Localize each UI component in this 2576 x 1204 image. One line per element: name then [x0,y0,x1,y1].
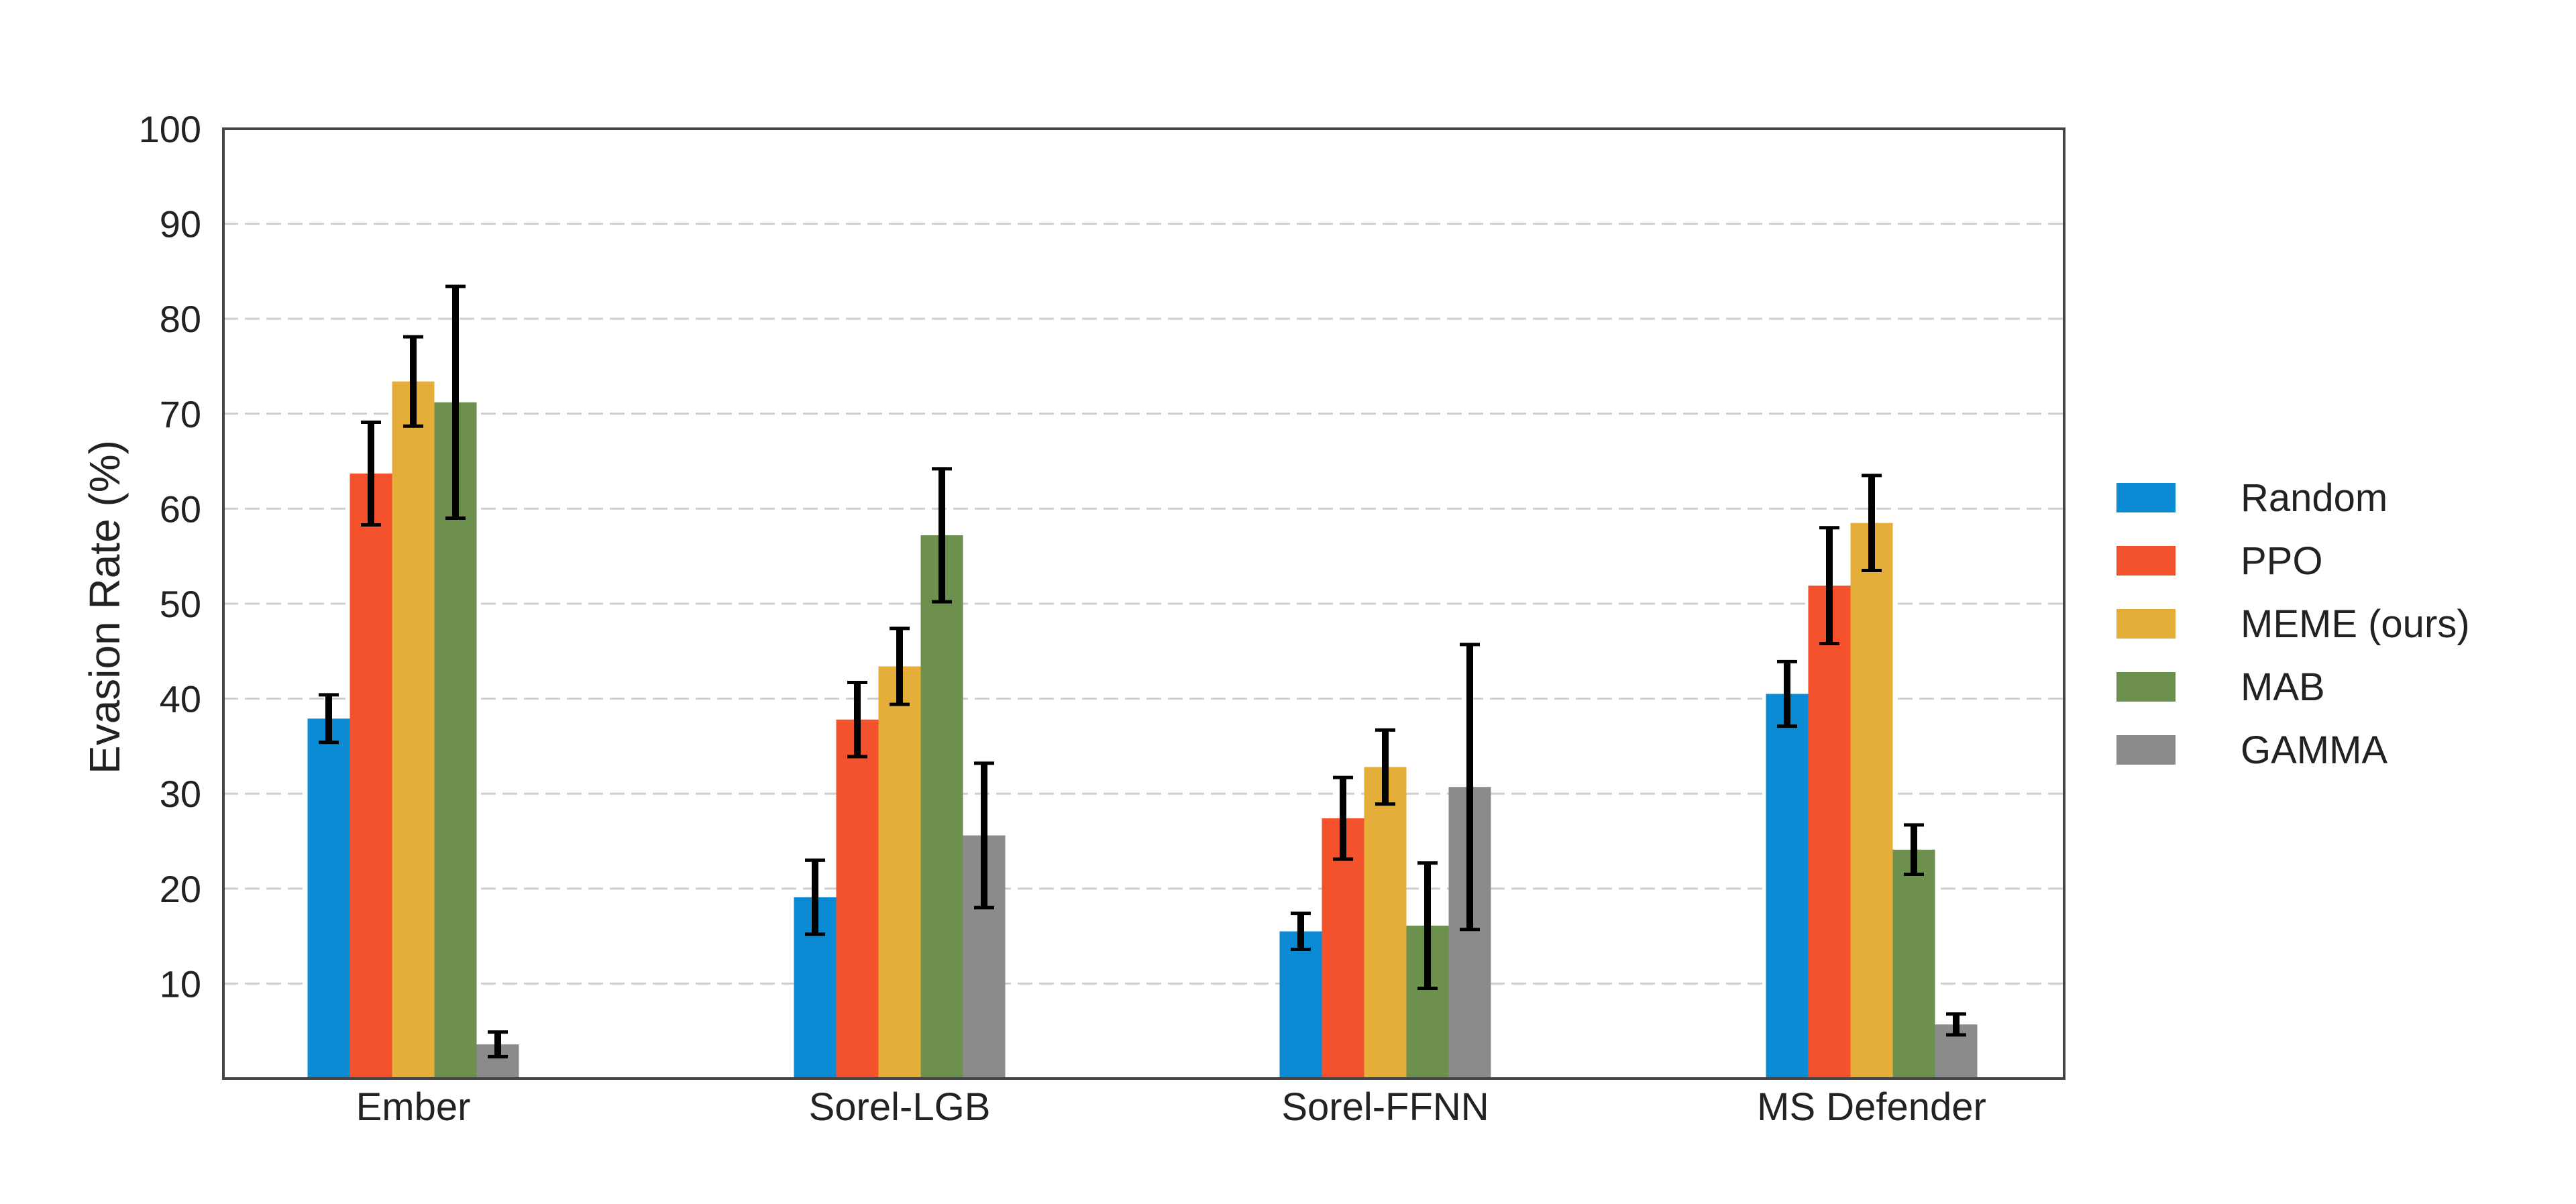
bar-ppo-0 [350,474,392,1079]
x-tick-labels: Ember Sorel-LGB Sorel-FFNN MS Defender [356,1085,1986,1129]
bar-mab-1 [920,535,963,1079]
bar-random-2 [1279,931,1322,1079]
y-tick-label: 100 [139,108,201,150]
x-tick-label: Ember [356,1085,471,1129]
x-tick-label: MS Defender [1757,1085,1986,1129]
bar-mab-3 [1892,849,1935,1079]
y-tick-label: 50 [160,583,201,625]
x-tick-label: Sorel-FFNN [1281,1085,1489,1129]
legend-swatch [2116,672,2176,702]
legend: Random PPO MEME (ours) MAB GAMMA [2116,476,2470,772]
bar-ppo-2 [1322,818,1364,1079]
y-tick-label: 10 [160,963,201,1005]
y-axis-label: Evasion Rate (%) [80,440,129,774]
legend-swatch [2116,483,2176,512]
y-tick-label: 20 [160,868,201,910]
legend-label: MAB [2241,665,2325,709]
bar-random-0 [307,718,350,1079]
legend-swatch [2116,735,2176,765]
y-tick-label: 80 [160,298,201,340]
y-tick-label: 70 [160,393,201,435]
bar-meme-ours--0 [392,381,435,1079]
bar-meme-ours--1 [878,666,921,1079]
y-tick-label: 40 [160,678,201,720]
bar-ppo-3 [1808,586,1851,1079]
legend-label: GAMMA [2241,728,2387,772]
error-bars [319,284,1966,1058]
y-tick-label: 60 [160,488,201,530]
legend-label: PPO [2241,539,2323,583]
legend-swatch [2116,546,2176,576]
legend-label: Random [2241,476,2387,520]
y-tick-label: 30 [160,773,201,815]
y-tick-label: 90 [160,203,201,245]
x-tick-label: Sorel-LGB [809,1085,991,1129]
bar-meme-ours--3 [1850,523,1893,1079]
legend-swatch [2116,609,2176,639]
grid-lines [223,223,2064,985]
plot-frame [222,127,2065,1080]
bars [307,381,1978,1079]
y-tick-labels: 10 20 30 40 50 60 70 80 90 100 [139,108,201,1005]
bar-random-3 [1766,694,1809,1079]
bar-meme-ours--2 [1364,767,1407,1079]
legend-label: MEME (ours) [2241,602,2470,646]
bar-ppo-1 [836,719,879,1079]
